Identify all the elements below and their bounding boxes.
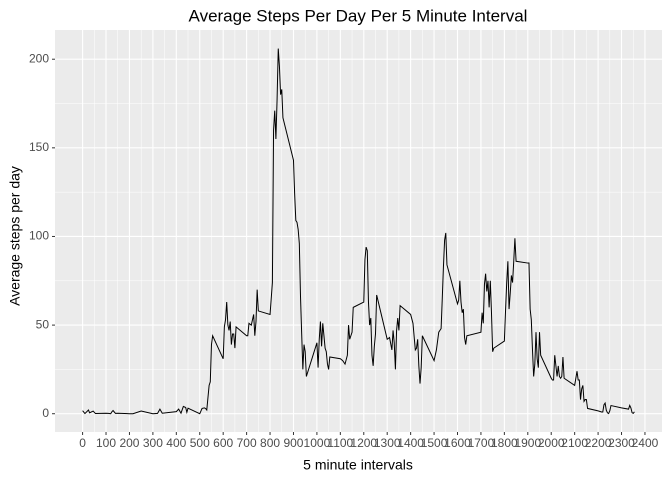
data-line — [82, 48, 635, 415]
y-tick-label: 100 — [29, 229, 49, 243]
x-tick-label: 700 — [237, 436, 257, 450]
x-tick-label: 1900 — [514, 436, 541, 450]
x-tick-label: 2100 — [561, 436, 588, 450]
x-tick-label: 1200 — [350, 436, 377, 450]
y-tick-label: 200 — [29, 51, 49, 65]
plot-panel — [55, 30, 662, 432]
x-tick-label: 600 — [213, 436, 233, 450]
x-tick-label: 300 — [143, 436, 163, 450]
y-tick-label: 150 — [29, 140, 49, 154]
x-tick-label: 900 — [283, 436, 303, 450]
x-tick-label: 400 — [166, 436, 186, 450]
x-tick-label: 500 — [190, 436, 210, 450]
x-tick-label: 200 — [119, 436, 139, 450]
x-tick-label: 800 — [260, 436, 280, 450]
x-tick-label: 1400 — [397, 436, 424, 450]
x-tick-label: 1700 — [468, 436, 495, 450]
x-tick-label: 1000 — [304, 436, 331, 450]
y-axis-title: Average steps per day — [7, 166, 23, 306]
x-tick-label: 1300 — [374, 436, 401, 450]
x-tick-label: 1600 — [444, 436, 471, 450]
x-tick-label: 2200 — [585, 436, 612, 450]
x-tick-label: 100 — [96, 436, 116, 450]
x-tick-label: 2400 — [632, 436, 659, 450]
x-tick-label: 2000 — [538, 436, 565, 450]
y-tick-label: 50 — [36, 317, 50, 331]
x-tick-label: 1100 — [327, 436, 353, 450]
y-tick-label: 0 — [42, 406, 49, 420]
chart-title: Average Steps Per Day Per 5 Minute Inter… — [189, 6, 528, 25]
x-tick-label: 0 — [79, 436, 86, 450]
x-tick-label: 1500 — [421, 436, 448, 450]
x-tick-label: 1800 — [491, 436, 518, 450]
x-axis-title: 5 minute intervals — [303, 457, 413, 473]
x-tick-label: 2300 — [608, 436, 635, 450]
